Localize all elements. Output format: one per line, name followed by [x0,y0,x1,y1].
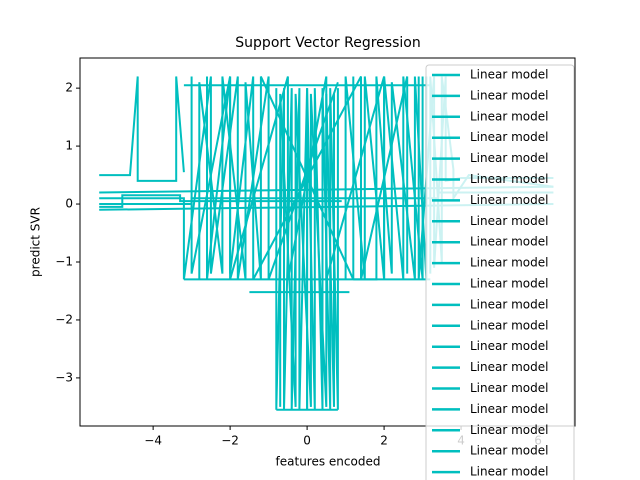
y-tick-label: −3 [55,370,73,384]
legend-label: Linear model [470,68,548,82]
legend-label: Linear model [470,88,548,102]
y-tick-label: 1 [65,139,73,153]
legend-label: Linear model [470,444,548,458]
legend-label: Linear model [470,214,548,228]
x-tick-label: −4 [144,434,162,448]
legend-label: Linear model [470,130,548,144]
y-tick-label: −1 [55,254,73,268]
legend-label: Linear model [470,235,548,249]
legend-label: Linear model [470,109,548,123]
x-tick-label: 2 [380,434,388,448]
x-tick-label: 0 [303,434,311,448]
x-tick-label: −2 [221,434,239,448]
chart-title: Support Vector Regression [235,35,420,51]
legend-label: Linear model [470,423,548,437]
y-tick-label: −2 [55,312,73,326]
legend-label: Linear model [470,381,548,395]
legend-label: Linear model [470,151,548,165]
series-line [99,76,339,280]
legend-box [425,64,575,480]
series-line [279,93,335,407]
legend-label: Linear model [470,360,548,374]
legend-label: Linear model [470,256,548,270]
series-line [206,76,409,280]
legend-label: Linear model [470,172,548,186]
legend-label: Linear model [470,318,548,332]
legend-label: Linear model [470,193,548,207]
legend-label: Linear model [470,402,548,416]
series-line [99,76,185,182]
y-tick-label: 2 [65,81,73,95]
legend-label: Linear model [470,277,548,291]
x-axis-label: features encoded [276,455,381,469]
y-axis-label: predict SVR [29,207,43,277]
y-tick-label: 0 [65,197,73,211]
series-line [99,194,342,208]
plot-frame [79,57,576,427]
legend-label: Linear model [470,297,548,311]
legend-label: Linear model [470,465,548,479]
legend-label: Linear model [470,339,548,353]
